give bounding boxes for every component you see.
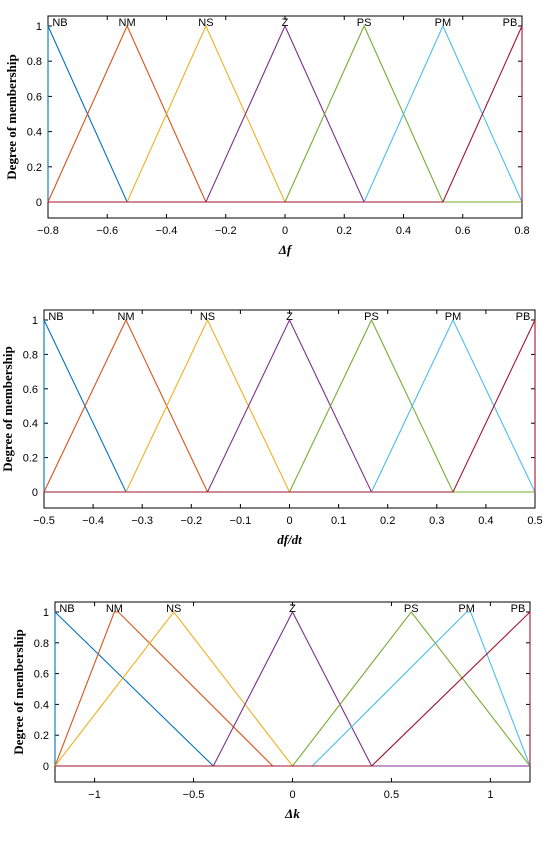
series-line-pb (44, 319, 536, 493)
y-tick-label: 0.2 (23, 453, 38, 465)
series-line-pb (48, 25, 523, 203)
x-tick-label: −0.1 (230, 515, 252, 527)
x-tick-label: −0.6 (96, 225, 118, 237)
y-tick-label: 0.8 (23, 349, 38, 361)
series-line-nm (54, 611, 530, 767)
x-tick-label: −1 (88, 789, 101, 801)
x-tick-label: −0.5 (33, 515, 55, 527)
x-tick-label: 0.4 (396, 225, 411, 237)
set-label-pb: PB (503, 17, 518, 29)
x-tick-label: 0 (286, 515, 292, 527)
set-label-nm: NM (119, 17, 136, 29)
x-tick-label: −0.2 (180, 515, 202, 527)
set-label-z: Z (286, 311, 293, 323)
x-tick-label: 0.6 (455, 225, 470, 237)
x-tick-label: −0.4 (156, 225, 178, 237)
x-tick-label: 1 (487, 789, 493, 801)
set-label-nb: NB (48, 311, 63, 323)
y-tick-label: 1 (32, 315, 38, 327)
x-tick-label: −0.5 (183, 789, 205, 801)
y-tick-label: 0.4 (34, 699, 49, 711)
x-tick-label: 0.2 (380, 515, 395, 527)
set-label-pb: PB (511, 603, 526, 615)
x-tick-label: 0.4 (478, 515, 493, 527)
set-label-nm: NM (117, 311, 134, 323)
chart-1: −0.8 −0.6 −0.4 −0.2 0 0.2 0.4 0.6 0.8 0 0.2 0.4 0.6 0… (4, 15, 530, 257)
x-tick-label: 0.5 (384, 789, 399, 801)
y-tick-label: 1 (43, 607, 49, 619)
set-label-ps: PS (404, 603, 419, 615)
series-line-pm (48, 24, 523, 203)
x-tick-label: 0 (282, 225, 288, 237)
series-line-ps (55, 611, 531, 767)
x-axis-label: Δf (278, 242, 293, 257)
y-tick-label: 0.6 (27, 91, 42, 103)
series-line-nm (43, 318, 535, 493)
set-label-ps: PS (364, 311, 379, 323)
series-line-nb (47, 25, 522, 203)
x-tick-label: 0.3 (429, 515, 444, 527)
set-label-ps: PS (357, 17, 372, 29)
series-line-ps (44, 318, 535, 493)
set-label-ns: NS (198, 17, 213, 29)
y-tick-label: 0.2 (27, 162, 42, 174)
x-tick-label: −0.2 (215, 225, 237, 237)
set-label-ns: NS (200, 311, 215, 323)
series-line-ns (54, 611, 530, 767)
set-label-nb: NB (52, 17, 67, 29)
y-tick-label: 0 (43, 761, 49, 773)
x-tick-label: −0.8 (37, 225, 59, 237)
series-line-nb (54, 610, 530, 767)
y-tick-label: 0 (32, 487, 38, 499)
chart-3: −1 −0.5 0 0.5 1 0 0.2 0.4 0.6 0.8 1 Degree of membe… (11, 601, 531, 821)
set-label-nb: NB (59, 603, 74, 615)
x-tick-label: −0.3 (131, 515, 153, 527)
chart-2: −0.5 −0.4 −0.3 −0.2 −0.1 0 0.1 0.2 0.3 0.4 0.5 0 0.2… (0, 309, 543, 547)
y-axis-label: Degree of membership (11, 629, 26, 754)
series-line-nm (47, 24, 522, 203)
y-tick-label: 1 (36, 21, 42, 33)
series-line-nb (43, 319, 535, 493)
set-label-z: Z (282, 17, 289, 29)
series-line-pm (44, 318, 536, 493)
y-tick-label: 0.2 (34, 730, 49, 742)
y-tick-label: 0.4 (23, 418, 38, 430)
plot-frame (43, 309, 536, 509)
series-line-z (44, 318, 535, 493)
series-line-ps (48, 24, 522, 203)
set-label-pb: PB (516, 311, 531, 323)
x-tick-label: 0.2 (337, 225, 352, 237)
set-label-z: Z (289, 603, 296, 615)
series-line-z (48, 24, 522, 203)
set-label-pm: PM (445, 311, 462, 323)
series-line-z (55, 610, 530, 767)
x-tick-label: 0.8 (514, 225, 529, 237)
x-tick-label: 0.5 (527, 515, 542, 527)
y-tick-label: 0.8 (34, 638, 49, 650)
y-axis-label: Degree of membership (0, 346, 15, 471)
y-tick-label: 0.8 (27, 56, 42, 68)
y-tick-label: 0 (36, 197, 42, 209)
y-axis-label: Degree of membership (4, 54, 19, 179)
plot-frame (54, 601, 531, 783)
series-line-ns (44, 318, 535, 493)
plot-frame (47, 15, 523, 219)
set-label-nm: NM (106, 603, 123, 615)
set-label-pm: PM (435, 17, 452, 29)
series-line-ns (48, 24, 522, 203)
series-line-pb (55, 610, 531, 767)
x-tick-label: 0 (289, 789, 295, 801)
x-tick-label: 0.1 (331, 515, 346, 527)
set-label-ns: NS (166, 603, 181, 615)
y-tick-label: 0.4 (27, 127, 42, 139)
set-label-pm: PM (458, 603, 475, 615)
x-axis-label: df/dt (277, 532, 302, 547)
x-axis-label: Δk (284, 806, 300, 821)
x-tick-label: −0.4 (82, 515, 104, 527)
y-tick-label: 0.6 (23, 384, 38, 396)
y-tick-label: 0.6 (34, 669, 49, 681)
series-line-pm (55, 611, 531, 767)
